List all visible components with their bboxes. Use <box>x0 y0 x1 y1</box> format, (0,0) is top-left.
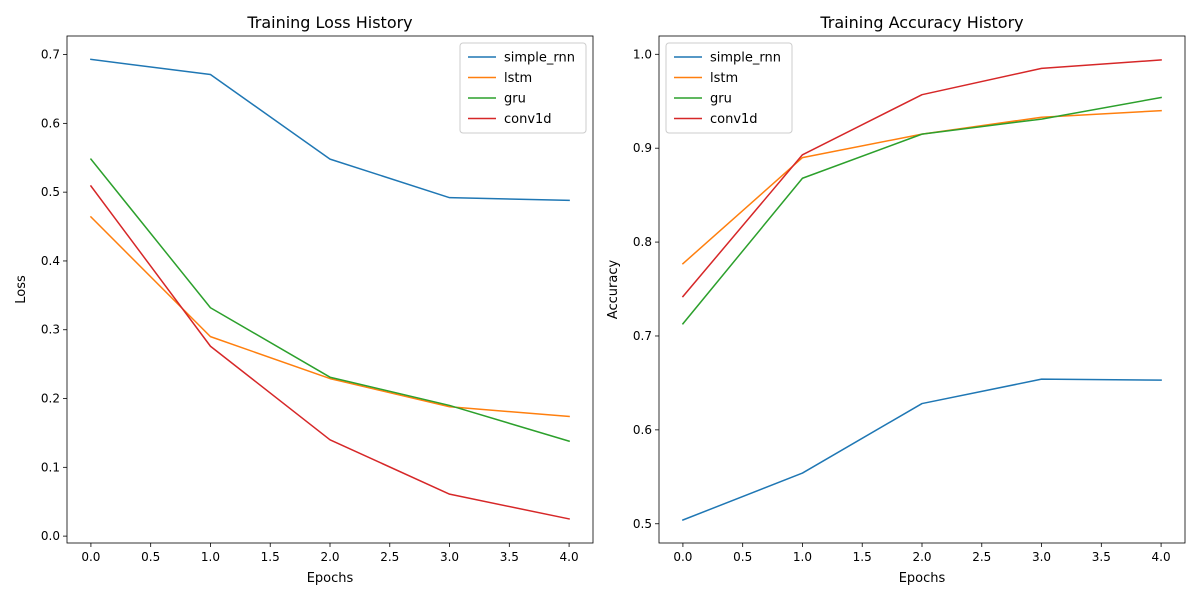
loss-legend-label-conv1d: conv1d <box>504 112 552 127</box>
accuracy-y-tick-label: 0.8 <box>633 235 652 249</box>
loss-y-tick-label: 0.5 <box>41 185 60 199</box>
accuracy-y-tick-label: 0.5 <box>633 517 652 531</box>
loss-x-tick-label: 0.5 <box>141 550 160 564</box>
loss-x-tick-label: 3.5 <box>500 550 519 564</box>
accuracy-y-axis-label: Accuracy <box>606 260 621 320</box>
accuracy-chart-title: Training Accuracy History <box>819 13 1023 32</box>
loss-x-tick-label: 3.0 <box>440 550 459 564</box>
loss-y-tick-label: 0.4 <box>41 254 60 268</box>
loss-x-tick-label: 4.0 <box>560 550 579 564</box>
loss-series-line-lstm <box>89 215 570 418</box>
accuracy-x-tick-label: 0.5 <box>733 550 752 564</box>
accuracy-series-line-conv1d <box>681 59 1162 298</box>
loss-y-tick-label: 0.7 <box>41 48 60 62</box>
loss-y-tick-label: 0.1 <box>41 460 60 474</box>
accuracy-series-line-simple-rnn <box>681 378 1162 521</box>
loss-series-line-conv1d <box>89 184 570 520</box>
loss-legend-label-simple-rnn: simple_rnn <box>504 51 575 66</box>
loss-x-tick-label: 1.0 <box>201 550 220 564</box>
accuracy-x-tick-label: 3.5 <box>1092 550 1111 564</box>
loss-x-tick-label: 2.5 <box>380 550 399 564</box>
loss-x-tick-label: 2.0 <box>320 550 339 564</box>
loss-x-tick-label: 1.5 <box>261 550 280 564</box>
accuracy-y-tick-label: 1.0 <box>633 47 652 61</box>
accuracy-x-tick-label: 2.0 <box>912 550 931 564</box>
loss-legend-box <box>459 42 587 134</box>
accuracy-legend-label-gru: gru <box>710 92 732 107</box>
accuracy-legend-box <box>665 42 793 134</box>
loss-series-line-gru <box>89 158 571 443</box>
accuracy-chart-panel: 0.0 0.5 1.0 1.5 2.0 2.5 3.0 3.5 4.0 0.5 0.6 0.7 0.8 0… <box>606 13 1186 586</box>
accuracy-y-tick-label: 0.6 <box>633 423 652 437</box>
accuracy-x-tick-label: 2.5 <box>972 550 991 564</box>
loss-chart-panel: 0.0 0.5 1.0 1.5 2.0 2.5 3.0 3.5 4.0 0.0 0.1 0.2 0.3 0… <box>14 13 594 586</box>
loss-legend-label-lstm: lstm <box>504 71 532 86</box>
loss-y-tick-label: 0.3 <box>41 323 60 337</box>
loss-y-tick-label: 0.0 <box>41 529 60 543</box>
loss-series-line-simple-rnn <box>90 58 570 202</box>
accuracy-x-tick-label: 4.0 <box>1152 550 1171 564</box>
accuracy-y-tick-label: 0.9 <box>633 141 652 155</box>
accuracy-legend-label-conv1d: conv1d <box>710 112 758 127</box>
accuracy-x-tick-label: 1.5 <box>853 550 872 564</box>
loss-chart-title: Training Loss History <box>246 13 412 32</box>
accuracy-y-tick-label: 0.7 <box>633 329 652 343</box>
accuracy-legend-label-simple-rnn: simple_rnn <box>710 51 781 66</box>
accuracy-x-tick-label: 3.0 <box>1032 550 1051 564</box>
loss-legend-label-gru: gru <box>504 92 526 107</box>
accuracy-x-tick-label: 0.0 <box>673 550 692 564</box>
accuracy-legend-label-lstm: lstm <box>710 71 738 86</box>
accuracy-x-axis-label: Epochs <box>899 571 946 586</box>
accuracy-x-tick-label: 1.0 <box>793 550 812 564</box>
loss-y-tick-label: 0.2 <box>41 392 60 406</box>
loss-y-tick-label: 0.6 <box>41 116 60 130</box>
accuracy-series-line-gru <box>681 96 1162 325</box>
loss-x-tick-label: 0.0 <box>81 550 100 564</box>
loss-x-axis-label: Epochs <box>307 571 354 586</box>
loss-y-axis-label: Loss <box>14 275 29 304</box>
